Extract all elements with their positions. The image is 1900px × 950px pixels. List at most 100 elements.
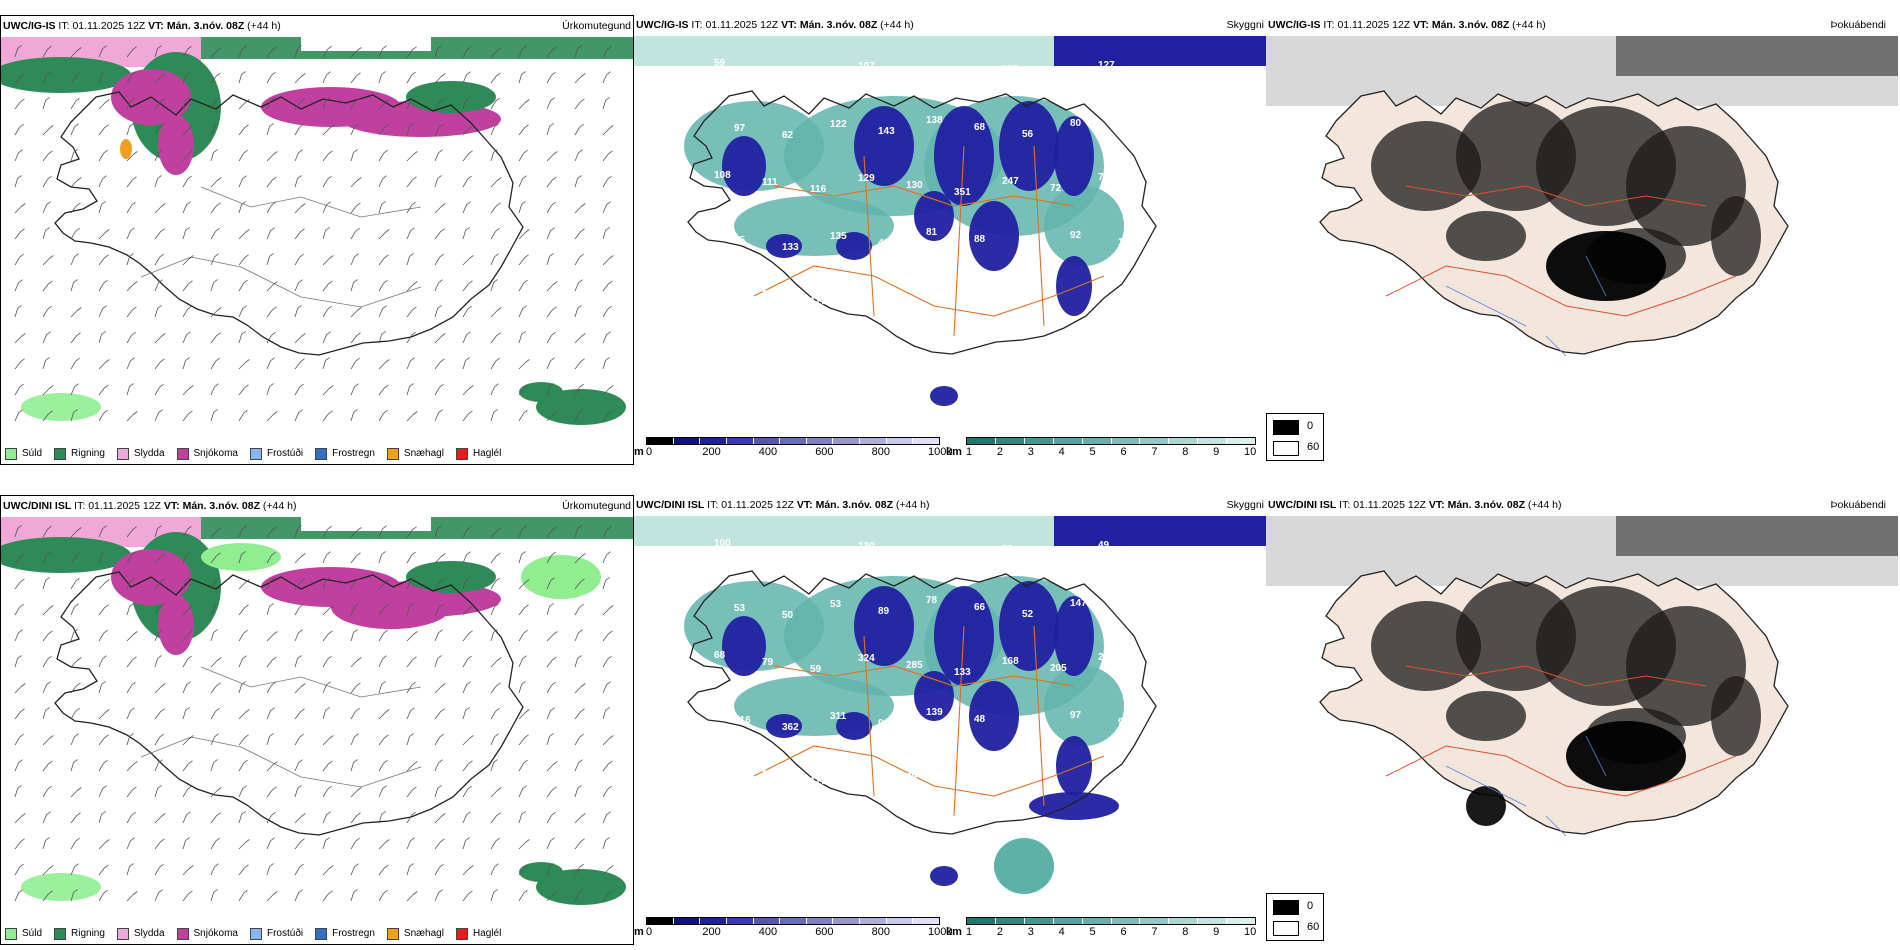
- ceiling-label: 108: [714, 170, 731, 181]
- ceiling-label: 168: [1002, 656, 1019, 667]
- colorbar-tick: 800: [871, 446, 890, 458]
- fog-index-region: [1711, 196, 1761, 276]
- model-name: UWC/IG-IS: [636, 19, 689, 31]
- legend-label: Súld: [22, 448, 43, 459]
- ceiling-label: 133: [954, 667, 971, 678]
- model-name: UWC/DINI ISL: [636, 499, 705, 511]
- legend-swatch: [315, 448, 328, 460]
- legend-label: Frostúði: [266, 448, 304, 459]
- legend-item: Frostregn: [315, 446, 375, 462]
- drizzle-region: [21, 393, 101, 421]
- dry-region: [301, 517, 431, 531]
- legend-item: Frostúði: [249, 446, 304, 462]
- colorbar-tick: 9: [1213, 446, 1220, 458]
- colorbar-tick: 4: [1058, 446, 1065, 458]
- visibility-colorbar: km 1 2 3 4 5 6 7 8 9 10: [946, 917, 1262, 941]
- legend-item: Súld: [5, 446, 42, 462]
- ceiling-label: 131: [762, 545, 779, 556]
- legend-item: Rigning: [54, 446, 105, 462]
- ceiling-label: 48: [974, 714, 986, 725]
- ceiling-label: 133: [954, 555, 971, 566]
- legend-item: Rigning: [54, 926, 105, 942]
- ceiling-label: 216: [734, 715, 751, 726]
- colorbar-unit: km: [946, 926, 962, 938]
- colorbar-tick: 3: [1027, 446, 1034, 458]
- snow-region: [331, 585, 451, 629]
- ceiling-label: 68: [974, 122, 986, 133]
- visibility-colorbar: km 1 2 3 4 5 6 7 8 9 10: [946, 437, 1262, 461]
- colorbar-tick: 200: [702, 446, 721, 458]
- colorbar-unit: m: [634, 926, 644, 938]
- low-ceiling-region: [1054, 516, 1266, 546]
- snow-region: [158, 115, 194, 175]
- colorbar-tick: 600: [815, 446, 834, 458]
- river-network: [1445, 735, 1607, 837]
- ceiling-label: 351: [954, 187, 971, 198]
- colorbar-tick: 6: [1120, 446, 1127, 458]
- colorbar-tick: 400: [758, 446, 778, 458]
- low-ceiling-region: [914, 191, 954, 241]
- colorbar-swatches: [966, 917, 1256, 925]
- fog-index-map: [1266, 36, 1898, 357]
- low-ceiling-region: [930, 866, 958, 886]
- ceiling-label: 247: [1002, 176, 1019, 187]
- low-ceiling-region: [969, 681, 1019, 751]
- ceiling-label: 88: [974, 234, 986, 245]
- colorbar-tick: 3: [1027, 926, 1034, 938]
- product-title: Úrkomutegund: [562, 500, 631, 512]
- coastline: [687, 570, 1157, 835]
- cloud-key-black-swatch: [1273, 900, 1299, 915]
- ceiling-label: 116: [810, 184, 827, 195]
- ceiling-label: 85: [734, 235, 746, 246]
- legend-label: Slydda: [133, 448, 165, 459]
- panel-visibility-dini: UWC/DINI ISL IT: 01.11.2025 12Z VT: Mán.…: [634, 495, 1266, 945]
- ceiling-label: 285: [906, 660, 923, 671]
- road-network: [140, 186, 422, 308]
- colorbar-tick: 200: [702, 926, 721, 938]
- low-ceiling-region: [854, 586, 914, 666]
- low-ceiling-region: [969, 201, 1019, 271]
- cloud-cover-key: 0 60: [1266, 893, 1324, 941]
- low-ceiling-region: [914, 671, 954, 721]
- legend-label: Frostregn: [332, 928, 375, 939]
- low-visibility-region: [994, 838, 1054, 894]
- ceiling-label: 107: [858, 61, 875, 72]
- ceiling-label: 103: [1118, 125, 1135, 136]
- ceiling-label: 105: [762, 65, 779, 76]
- ceiling-label: 79: [762, 657, 774, 668]
- ceiling-label: 117: [810, 776, 827, 787]
- panel-header: UWC/DINI ISL IT: 01.11.2025 12Z VT: Mán.…: [634, 495, 1266, 515]
- wind-barbs: [14, 525, 614, 902]
- cloud-key-white-swatch: [1273, 441, 1299, 456]
- ceiling-label: 99: [1118, 717, 1130, 728]
- fog-index-region: [1711, 676, 1761, 756]
- colorbar-tick: 0: [646, 926, 653, 938]
- ceiling-label: 56: [1022, 129, 1034, 140]
- road-network: [1385, 185, 1737, 317]
- product-title: Úrkomutegund: [562, 20, 631, 32]
- legend-swatch: [54, 448, 67, 460]
- dry-region: [301, 37, 431, 51]
- snow-region: [158, 595, 194, 655]
- ceiling-label: 49: [1098, 540, 1110, 551]
- model-name: UWC/DINI ISL: [3, 500, 72, 512]
- ceiling-label: 96: [954, 75, 966, 86]
- low-visibility-region: [1044, 186, 1124, 266]
- precip-type-map: [1, 37, 633, 425]
- legend-swatch: [386, 928, 399, 940]
- fog-index-region: [1446, 211, 1526, 261]
- ceiling-label: 66: [974, 602, 986, 613]
- ceiling-label: 135: [830, 231, 847, 242]
- low-ceiling-region: [930, 386, 958, 406]
- ceiling-label: 130: [906, 180, 923, 191]
- colorbar-swatches: [966, 437, 1256, 445]
- fog-index-region: [1566, 721, 1686, 791]
- rain-region: [519, 382, 563, 402]
- low-ceiling-region: [999, 581, 1059, 671]
- ceiling-label: 78: [926, 595, 938, 606]
- legend-item: Snæhagl: [386, 926, 444, 942]
- legend-swatch: [249, 928, 262, 940]
- ceiling-colorbar: m 0 200 400 600 800 1000: [634, 437, 952, 461]
- colorbar-tick: 8: [1182, 446, 1189, 458]
- ceiling-label: 311: [830, 711, 847, 722]
